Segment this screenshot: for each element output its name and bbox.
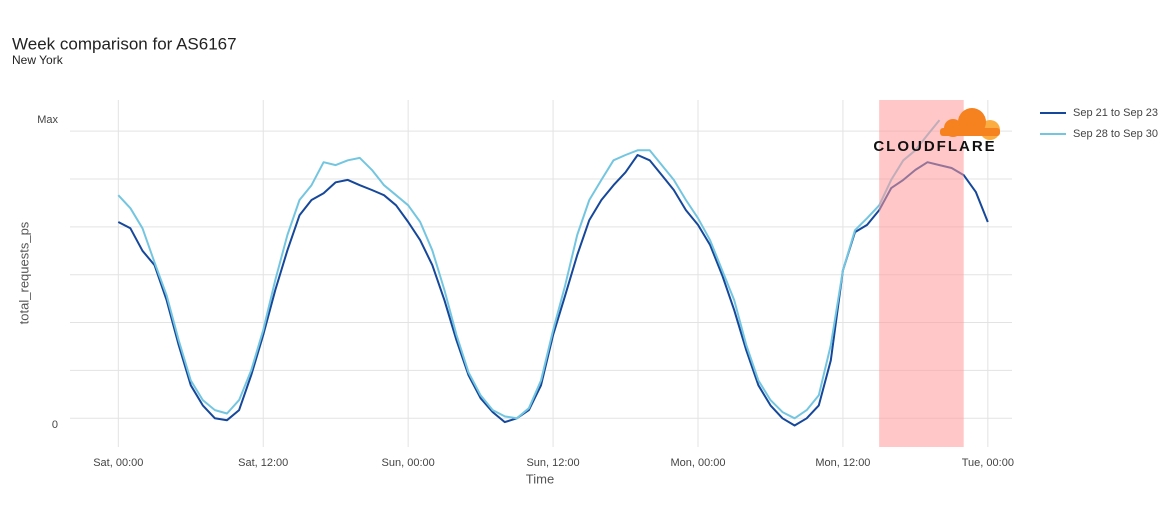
legend-label: Sep 28 to Sep 30 <box>1073 128 1158 140</box>
x-tick-label: Sun, 00:00 <box>382 457 435 469</box>
logo-text: CLOUDFLARE <box>873 138 996 155</box>
x-tick-label: Sat, 00:00 <box>93 457 143 469</box>
highlight-band <box>879 100 964 447</box>
series-line <box>117 119 941 420</box>
logo: CLOUDFLARE <box>873 108 1000 155</box>
y-tick-label: Max <box>37 114 58 126</box>
plot-area: 0 Max Sat, 00:00 Sat, 12:00 Sun, 00:00 Sun, 1… <box>37 100 1014 469</box>
y-tick-label: 0 <box>52 419 58 431</box>
legend-label: Sep 21 to Sep 23 <box>1073 107 1158 119</box>
y-axis-title: total_requests_ps <box>16 221 31 324</box>
x-tick-label: Mon, 00:00 <box>670 457 725 469</box>
chart-subtitle: New York <box>12 53 64 67</box>
chart-title: Week comparison for AS6167 <box>12 34 237 53</box>
logo-cloud <box>940 128 1000 136</box>
x-tick-label: Mon, 12:00 <box>815 457 870 469</box>
x-tick-label: Tue, 00:00 <box>962 457 1014 469</box>
x-tick-label: Sat, 12:00 <box>238 457 288 469</box>
x-tick-label: Sun, 12:00 <box>526 457 579 469</box>
x-axis-title: Time <box>526 471 554 486</box>
